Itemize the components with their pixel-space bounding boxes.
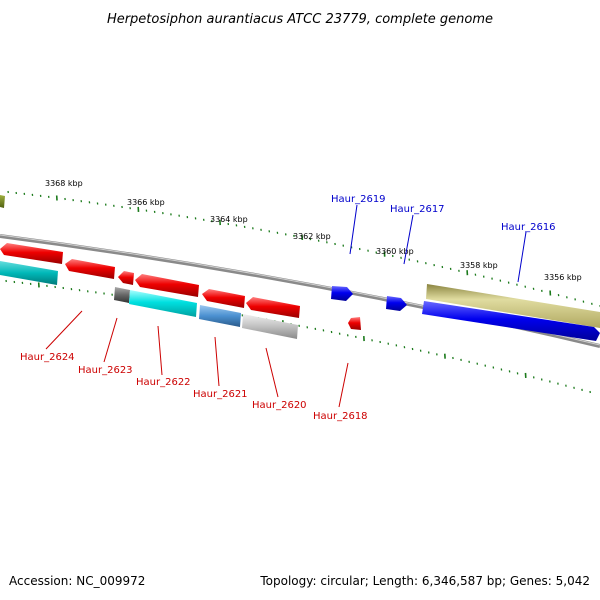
leader-line: [403, 214, 414, 265]
scale-label: 3364 kbp: [210, 215, 248, 224]
gene-haur-2623-block: [65, 259, 115, 279]
gene-haur-2616-block: [422, 301, 600, 341]
leader-line: [103, 317, 118, 363]
gene-haur-2618-block: [348, 317, 361, 330]
gene-haur-2620-block: [246, 297, 300, 318]
feature-dark-grey: [114, 287, 130, 303]
gene-haur-2621-block: [202, 289, 245, 308]
feature-steel-blue: [199, 305, 241, 327]
scale-label: 3368 kbp: [45, 179, 83, 188]
gene-haur-2616-khaki-block: [426, 284, 600, 328]
genome-backbone: [0, 234, 600, 348]
bottom-leader-lines: [45, 310, 349, 408]
leader-line: [338, 362, 349, 408]
leader-line: [214, 336, 220, 387]
gene-label[interactable]: Haur_2621: [193, 389, 248, 400]
feature-teal: [0, 261, 58, 285]
gene-haur-2622-block: [135, 274, 199, 297]
scale-label: 3362 kbp: [293, 232, 331, 241]
scale-labels: 3368 kbp 3366 kbp 3364 kbp 3362 kbp 3360…: [45, 179, 582, 282]
genome-summary-text: Topology: circular; Length: 6,346,587 bp…: [260, 574, 590, 588]
gene-label[interactable]: Haur_2624: [20, 352, 75, 363]
feature-cyan: [129, 290, 197, 317]
accession-text: Accession: NC_009972: [9, 574, 146, 588]
leader-line: [517, 231, 527, 283]
top-leader-lines: [349, 204, 527, 283]
leader-line: [157, 325, 163, 376]
forward-strand-genes: [331, 284, 600, 341]
scale-label: 3358 kbp: [460, 261, 498, 270]
gene-small-red-block: [118, 271, 134, 285]
gene-haur-2617-block: [386, 296, 407, 311]
gene-label[interactable]: Haur_2617: [390, 204, 445, 215]
genome-backbone-highlight: [0, 234, 600, 346]
scale-label: 3366 kbp: [127, 198, 165, 207]
scale-label: 3360 kbp: [376, 247, 414, 256]
gene-label[interactable]: Haur_2616: [501, 222, 556, 233]
gene-haur-2619-block: [331, 286, 353, 301]
gene-label[interactable]: Haur_2623: [78, 365, 133, 376]
gene-haur-2624-block: [0, 243, 63, 264]
scale-label: 3356 kbp: [544, 273, 582, 282]
gene-label[interactable]: Haur_2620: [252, 400, 307, 411]
map-title: Herpetosiphon aurantiacus ATCC 23779, co…: [107, 12, 493, 27]
bottom-gene-labels: Haur_2624 Haur_2623 Haur_2622 Haur_2621 …: [20, 352, 368, 422]
gene-label[interactable]: Haur_2618: [313, 411, 368, 422]
scale-ticks-outer: [7, 190, 600, 308]
reverse-strand-genes: [0, 243, 361, 330]
gene-label[interactable]: Haur_2619: [331, 194, 386, 205]
feature-light-grey: [242, 314, 298, 339]
feature-olive: [0, 195, 5, 208]
leader-line: [349, 204, 358, 255]
leader-line: [265, 347, 279, 398]
leader-line: [45, 310, 83, 350]
gene-label[interactable]: Haur_2622: [136, 377, 191, 388]
rna-features: [0, 261, 298, 339]
top-gene-labels: Haur_2619 Haur_2617 Haur_2616: [331, 194, 556, 233]
